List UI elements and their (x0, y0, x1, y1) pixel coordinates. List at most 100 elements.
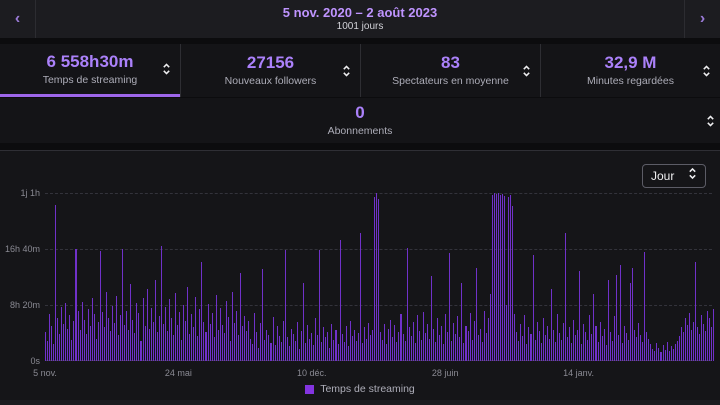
bar[interactable] (242, 326, 244, 361)
bar[interactable] (686, 325, 688, 361)
bar[interactable] (428, 338, 430, 361)
bar[interactable] (280, 341, 282, 361)
bar[interactable] (396, 341, 398, 361)
bar[interactable] (374, 197, 376, 361)
bar[interactable] (134, 333, 136, 361)
bar[interactable] (648, 338, 650, 361)
bar[interactable] (680, 327, 682, 361)
bar[interactable] (625, 333, 627, 361)
bar[interactable] (95, 338, 97, 361)
bar[interactable] (93, 313, 95, 361)
bar[interactable] (532, 254, 534, 361)
bar[interactable] (382, 339, 384, 361)
bar[interactable] (331, 324, 333, 361)
bar[interactable] (443, 344, 445, 361)
bar[interactable] (447, 331, 449, 361)
bar[interactable] (144, 326, 146, 361)
sort-chevrons-icon[interactable] (702, 64, 711, 77)
bar[interactable] (587, 339, 589, 361)
bar[interactable] (254, 312, 256, 361)
bar[interactable] (367, 322, 369, 361)
bar[interactable] (601, 336, 603, 361)
bar[interactable] (692, 321, 694, 361)
bar[interactable] (512, 206, 514, 361)
bar[interactable] (357, 333, 359, 361)
bar[interactable] (585, 331, 587, 361)
bar[interactable] (199, 309, 201, 361)
bar[interactable] (57, 318, 59, 361)
bar[interactable] (264, 339, 266, 361)
bar[interactable] (262, 269, 264, 361)
bar[interactable] (170, 318, 172, 361)
stat-tile-abonnements[interactable]: 0 Abonnements (0, 98, 720, 143)
bar[interactable] (711, 327, 713, 361)
sort-chevrons-icon[interactable] (522, 64, 531, 77)
bar[interactable] (599, 321, 601, 361)
bar[interactable] (327, 331, 329, 361)
bar[interactable] (189, 334, 191, 361)
bar[interactable] (437, 318, 439, 361)
bar[interactable] (621, 343, 623, 361)
bar[interactable] (205, 331, 207, 361)
bar[interactable] (477, 335, 479, 361)
bar[interactable] (388, 328, 390, 361)
bar[interactable] (311, 333, 313, 361)
bar[interactable] (562, 322, 564, 361)
bar[interactable] (317, 335, 319, 361)
bar[interactable] (67, 328, 69, 361)
bar[interactable] (522, 336, 524, 361)
bar[interactable] (575, 335, 577, 361)
stat-tile-spectateurs-en-moyenne[interactable]: 83 Spectateurs en moyenne (360, 44, 540, 97)
bar[interactable] (491, 195, 493, 361)
bar[interactable] (107, 318, 109, 361)
bar[interactable] (45, 331, 47, 361)
bar[interactable] (609, 331, 611, 361)
bar[interactable] (569, 327, 571, 361)
bar[interactable] (138, 312, 140, 361)
bar[interactable] (504, 196, 506, 361)
bar[interactable] (315, 318, 317, 361)
bar[interactable] (650, 344, 652, 361)
bar[interactable] (670, 346, 672, 361)
bar[interactable] (81, 301, 83, 361)
bar[interactable] (697, 327, 699, 361)
bar[interactable] (63, 324, 65, 361)
bar[interactable] (481, 341, 483, 361)
bar[interactable] (463, 343, 465, 361)
bar[interactable] (256, 331, 258, 361)
stat-tile-temps-de-streaming[interactable]: 6 558h30m Temps de streaming (0, 44, 180, 97)
bar[interactable] (701, 315, 703, 361)
bar[interactable] (666, 341, 668, 361)
bar[interactable] (410, 336, 412, 361)
bar[interactable] (654, 350, 656, 361)
bar[interactable] (542, 318, 544, 361)
bar[interactable] (453, 322, 455, 361)
bar[interactable] (386, 344, 388, 361)
bar[interactable] (101, 311, 103, 361)
bar[interactable] (290, 328, 292, 361)
bar[interactable] (79, 329, 81, 361)
bar[interactable] (286, 337, 288, 361)
bar[interactable] (229, 340, 231, 361)
bar[interactable] (688, 312, 690, 361)
bar[interactable] (483, 310, 485, 361)
bar[interactable] (337, 344, 339, 361)
bar[interactable] (53, 344, 55, 361)
bar[interactable] (266, 329, 268, 361)
bar[interactable] (227, 317, 229, 361)
bar[interactable] (211, 312, 213, 361)
bar[interactable] (278, 336, 280, 361)
bar[interactable] (658, 347, 660, 361)
bar[interactable] (201, 262, 203, 361)
bar[interactable] (489, 293, 491, 361)
next-period-button[interactable]: › (684, 0, 720, 38)
bar[interactable] (370, 335, 372, 361)
bar[interactable] (664, 349, 666, 361)
bar[interactable] (177, 325, 179, 361)
sort-chevrons-icon[interactable] (342, 64, 351, 77)
bar[interactable] (351, 336, 353, 361)
bar[interactable] (546, 326, 548, 361)
bar[interactable] (363, 327, 365, 361)
bar[interactable] (430, 275, 432, 361)
bar[interactable] (361, 343, 363, 361)
